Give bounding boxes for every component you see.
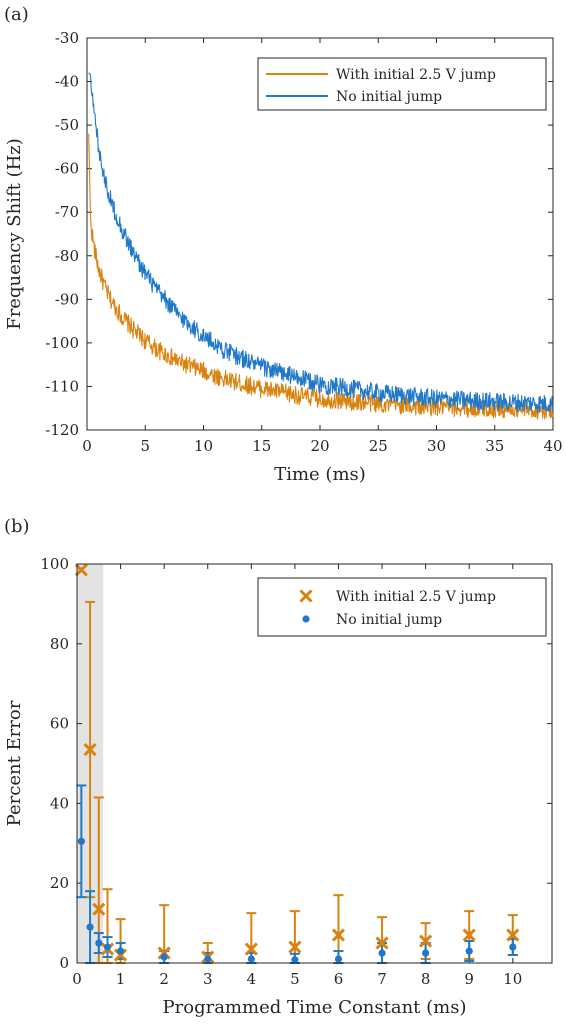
data-point-no-jump [465,947,473,955]
data-point-no-jump [509,943,517,951]
y-tick-label-b: 20 [50,874,69,892]
panel-label-b: (b) [4,516,30,537]
legend-entry-b-0: With initial 2.5 V jump [336,589,496,605]
y-tick-label-b: 40 [50,794,69,812]
legend-marker-no-jump [302,615,310,623]
y-tick-label-a: -70 [55,203,79,221]
legend-b: With initial 2.5 V jump No initial jump [257,577,547,637]
y-tick-label-a: -50 [55,116,79,134]
series-line-a-0 [88,133,554,420]
data-point-no-jump [422,949,430,957]
data-point-no-jump [291,956,299,964]
y-tick-label-a: -120 [45,421,79,439]
data-point-jump [157,946,171,960]
series-line-a-1 [88,72,554,413]
data-point-jump [506,928,520,942]
y-tick-label-b: 80 [50,635,69,653]
data-point-no-jump [204,955,212,963]
data-point-no-jump [116,947,125,955]
legend-entry-a-0: With initial 2.5 V jump [336,67,496,83]
panel-label-a: (a) [4,4,29,25]
data-point-no-jump [378,949,386,957]
y-tick-label-b: 0 [59,954,69,972]
data-point-jump [419,934,433,948]
y-tick-label-a: -90 [55,290,79,308]
legend-box-a [257,57,547,111]
data-point-jump [83,742,97,757]
data-point-no-jump [95,939,103,947]
legend-entry-a-1: No initial jump [336,89,442,105]
x-axis-label-b: Programmed Time Constant (ms) [163,997,467,1018]
plot-area-b [76,563,553,964]
legend-marker-jump [299,589,313,603]
x-tick-label-a: 10 [194,437,213,455]
x-axis-label-a: Time (ms) [274,464,366,485]
data-point-jump [462,928,476,942]
data-point-no-jump [247,955,255,963]
x-tick-label-b: 6 [334,970,344,988]
x-tick-label-b: 10 [503,970,522,988]
data-point-jump [331,928,346,942]
chart-a: (a) 0 5 10 15 20 25 30 35 40 -30 -40 -50 -60 -70 -80 -… [4,4,563,485]
x-tick-label-b: 8 [421,970,431,988]
x-tick-label-a: 15 [252,437,271,455]
x-tick-label-a: 25 [369,437,388,455]
y-tick-label-a: -30 [55,29,79,47]
data-point-no-jump [160,953,168,961]
x-tick-label-a: 0 [82,437,92,455]
data-point-jump [375,936,389,950]
legend-marker-b-1 [302,615,310,623]
y-tick-label-a: -110 [45,377,79,395]
legend-entry-b-1: No initial jump [336,612,442,628]
data-point-jump [114,948,128,962]
data-point-no-jump [103,943,112,951]
y-tick-label-b: 60 [50,715,69,733]
y-tick-label-a: -100 [45,334,79,352]
x-tick-label-a: 40 [543,437,562,455]
x-tick-label-a: 35 [485,437,504,455]
x-tick-label-a: 5 [140,437,150,455]
x-tick-label-a: 20 [310,437,329,455]
x-tick-label-b: 2 [159,970,169,988]
data-point-no-jump [86,923,94,931]
data-point-jump [244,942,258,956]
legend-a: With initial 2.5 V jump No initial jump [257,57,547,111]
data-point-jump [288,940,302,954]
data-point-jump [92,902,106,916]
x-tick-label-b: 3 [203,970,213,988]
x-tick-label-b: 4 [247,970,257,988]
data-point-no-jump [334,955,343,963]
x-tick-label-b: 1 [116,970,126,988]
y-tick-label-b: 100 [40,555,69,573]
x-tick-label-b: 7 [377,970,387,988]
y-axis-label-b: Percent Error [4,700,25,826]
x-tick-label-b: 9 [464,970,474,988]
legend-box-b [257,577,547,637]
data-point-no-jump [77,837,85,845]
x-tick-label-a: 30 [427,437,446,455]
chart-b: (b) 0 1 2 3 4 5 6 7 8 9 10 0 20 40 60 80 100 Programmed… [4,516,553,1018]
y-tick-label-a: -40 [55,73,79,91]
y-tick-label-a: -60 [55,160,79,178]
x-tick-label-b: 0 [72,970,82,988]
x-tick-label-b: 5 [290,970,300,988]
y-axis-label-a: Frequency Shift (Hz) [4,138,25,330]
y-tick-label-a: -80 [55,247,79,265]
legend-marker-b-0 [299,589,313,603]
data-point-jump [74,563,88,577]
